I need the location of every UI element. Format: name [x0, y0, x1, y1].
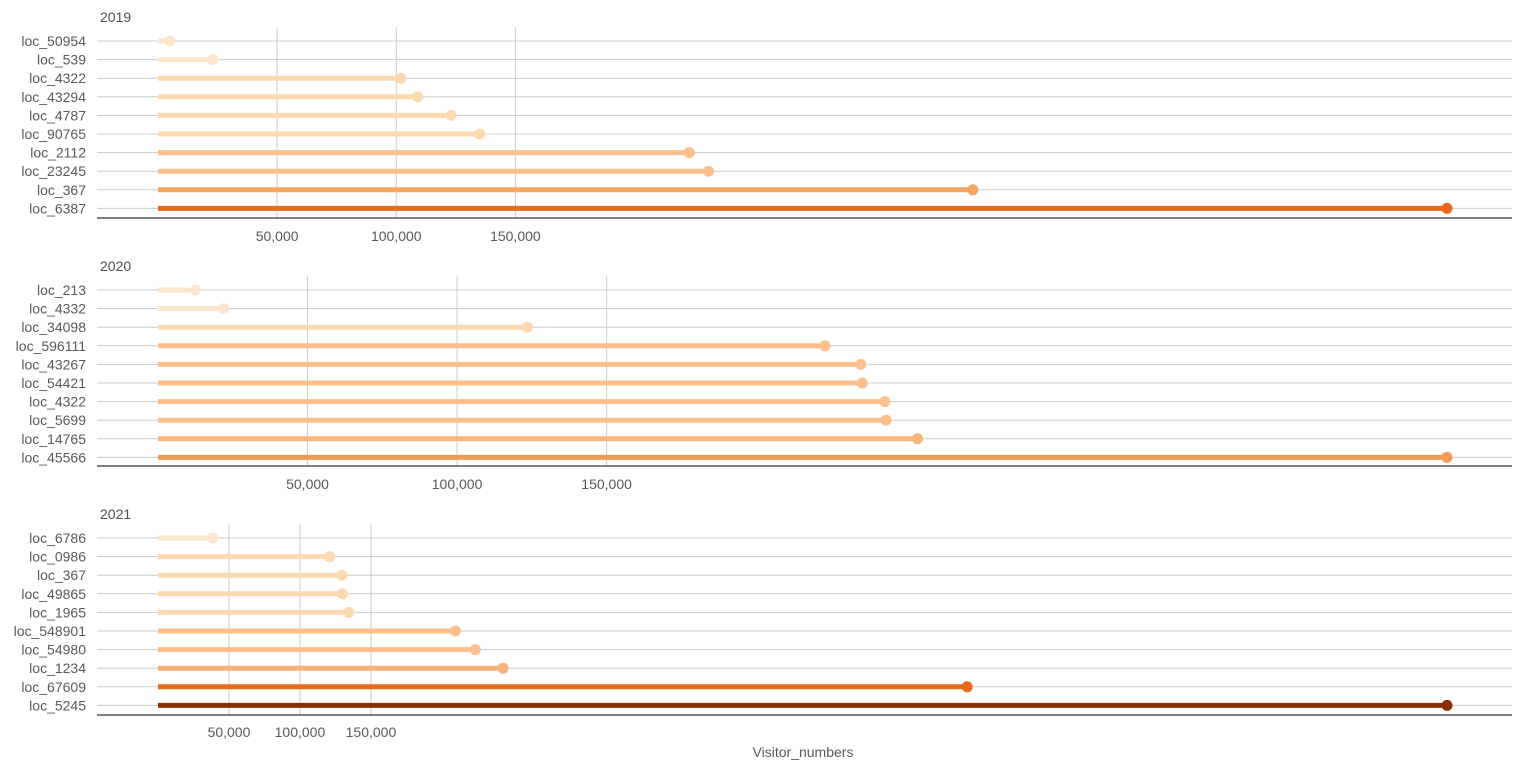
category-label: loc_6786	[29, 530, 86, 546]
lollipop-point	[218, 303, 230, 315]
category-label: loc_54421	[21, 375, 86, 391]
chart-panels: 2019 50,000 100,000 150,000 loc_50954 loc_539…	[14, 9, 1512, 740]
category-label: loc_1965	[29, 604, 86, 620]
tick-label: 50,000	[208, 724, 251, 740]
lollipop-point	[474, 128, 486, 140]
category-label: loc_50954	[21, 33, 86, 49]
lollipop-point	[336, 569, 348, 581]
panel-2021: 2021 50,000 100,000 150,000 loc_6786 loc_0986…	[14, 506, 1512, 740]
lollipop-point	[702, 165, 714, 177]
lollipop-point	[961, 681, 973, 693]
lollipop-point	[497, 662, 509, 674]
lollipop-point	[855, 358, 867, 370]
panel-2019: 2019 50,000 100,000 150,000 loc_50954 loc_539…	[21, 9, 1512, 244]
lollipop-point	[912, 433, 924, 445]
category-label: loc_34098	[21, 319, 86, 335]
category-label: loc_54980	[21, 642, 86, 658]
category-label: loc_14765	[21, 431, 86, 447]
lollipop-point	[683, 147, 695, 159]
category-label: loc_43294	[21, 89, 86, 105]
lollipop-point	[449, 625, 461, 637]
tick-label: 150,000	[346, 724, 397, 740]
category-label: loc_539	[37, 52, 86, 68]
panel-title: 2021	[100, 506, 131, 522]
tick-label: 100,000	[275, 724, 326, 740]
category-label: loc_43267	[21, 356, 86, 372]
category-label: loc_4322	[29, 70, 86, 86]
tick-label: 100,000	[432, 476, 483, 492]
category-label: loc_49865	[21, 586, 86, 602]
category-label: loc_548901	[14, 623, 87, 639]
lollipop-point	[1441, 699, 1453, 711]
panel-2020: 2020 50,000 100,000 150,000 loc_213 loc_4332l…	[16, 258, 1512, 492]
category-label: loc_5245	[29, 697, 86, 713]
category-label: loc_213	[37, 282, 86, 298]
lollipop-point	[521, 321, 533, 333]
lollipop-point	[1441, 202, 1453, 214]
lollipop-point	[395, 72, 407, 84]
tick-label: 150,000	[490, 228, 541, 244]
category-label: loc_45566	[21, 449, 86, 465]
x-axis-title: Visitor_numbers	[753, 744, 854, 760]
lollipop-point	[337, 588, 349, 600]
lollipop-point	[343, 606, 355, 618]
category-label: loc_4787	[29, 107, 86, 123]
category-label: loc_6387	[29, 200, 86, 216]
lollipop-point	[412, 91, 424, 103]
lollipop-point	[189, 284, 201, 296]
lollipop-point	[207, 54, 219, 66]
tick-label: 100,000	[371, 228, 422, 244]
lollipop-point	[207, 532, 219, 544]
lollipop-point	[856, 377, 868, 389]
lollipop-point	[819, 340, 831, 352]
category-label: loc_5699	[29, 412, 86, 428]
category-label: loc_67609	[21, 679, 86, 695]
tick-label: 50,000	[256, 228, 299, 244]
lollipop-point	[967, 184, 979, 196]
category-label: loc_23245	[21, 163, 86, 179]
tick-label: 150,000	[581, 476, 632, 492]
lollipop-point	[164, 35, 176, 47]
category-label: loc_90765	[21, 126, 86, 142]
lollipop-point	[879, 396, 891, 408]
category-label: loc_4332	[29, 301, 86, 317]
panel-title: 2020	[100, 258, 131, 274]
lollipop-point	[469, 644, 481, 656]
category-label: loc_367	[37, 567, 86, 583]
lollipop-point	[445, 109, 457, 121]
lollipop-point	[324, 551, 336, 563]
category-label: loc_2112	[30, 145, 86, 161]
category-label: loc_0986	[29, 549, 86, 565]
category-label: loc_1234	[29, 660, 86, 676]
panel-title: 2019	[100, 9, 131, 25]
category-label: loc_4322	[29, 394, 86, 410]
category-label: loc_367	[37, 182, 86, 198]
tick-label: 50,000	[286, 476, 329, 492]
category-label: loc_596111	[16, 338, 87, 354]
lollipop-point	[880, 414, 892, 426]
lollipop-point	[1441, 451, 1453, 463]
